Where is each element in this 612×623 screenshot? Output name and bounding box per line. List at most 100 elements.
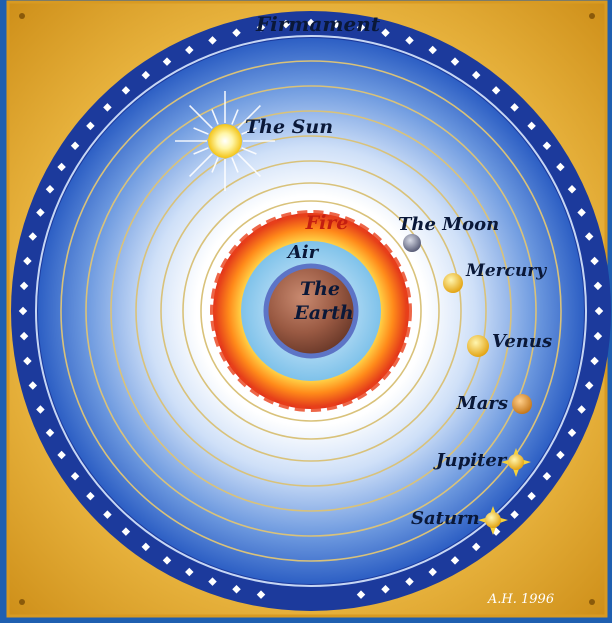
firmament-star (510, 510, 519, 519)
earth-sphere (263, 263, 359, 359)
firmament-star (36, 405, 45, 414)
firmament-star (306, 18, 316, 28)
jupiter-icon (501, 448, 531, 477)
firmament-star (208, 36, 217, 45)
orbit-mars (110, 110, 512, 512)
mars-label: Mars (456, 393, 508, 414)
firmament-star (405, 36, 414, 45)
firmament-star (70, 471, 80, 481)
mercury-label: Mercury (465, 261, 547, 281)
firmament-star (28, 381, 38, 390)
sun-ray (241, 147, 257, 155)
firmament-star (45, 185, 55, 194)
firmament-star (19, 331, 29, 341)
firmament-star (162, 57, 172, 66)
sun-ray (231, 109, 239, 125)
firmament-star (103, 103, 112, 112)
firmament-star (18, 306, 28, 316)
sun-ray (193, 127, 209, 135)
firmament-star (510, 103, 519, 112)
firmament-star (356, 23, 366, 32)
sun-ray (237, 153, 261, 177)
orbit-rings (60, 60, 562, 562)
venus-label: Venus (492, 331, 552, 352)
sun-ray (237, 105, 261, 129)
orbit-venus (160, 160, 462, 462)
firmament-star (471, 70, 481, 80)
firmament-star (584, 381, 594, 390)
firmament-star (594, 306, 604, 316)
firmament-star (567, 428, 577, 437)
sun-ray (189, 105, 213, 129)
corner-rivet (19, 13, 25, 19)
firmament-star (381, 584, 390, 594)
firmament-star (593, 281, 603, 291)
mars-icon (512, 394, 532, 414)
firmament-star (590, 356, 599, 366)
firmament-star (381, 28, 390, 38)
saturn-icon (478, 506, 508, 535)
air-label: Air (286, 242, 320, 263)
firmament-star (23, 356, 32, 366)
moon-label: The Moon (398, 214, 499, 235)
orbit-sun (135, 135, 487, 487)
firmament-star (70, 141, 80, 151)
corner-rivet (589, 599, 595, 605)
firmament-star (356, 590, 366, 599)
firmament-star (450, 57, 460, 66)
firmament-star (86, 491, 95, 501)
firmament-star (36, 208, 45, 217)
venus-icon (467, 335, 489, 357)
firmament-star (405, 577, 414, 586)
firmament-star (103, 510, 112, 519)
firmament-star (57, 162, 66, 172)
firmament-star (593, 331, 603, 341)
fire-label: Fire (305, 212, 349, 234)
sun-ray (189, 153, 213, 177)
firmament-star (471, 542, 481, 552)
sun-icon (175, 91, 275, 191)
firmament-star (428, 567, 437, 577)
corner-rivet (589, 13, 595, 19)
firmament-star (86, 121, 95, 131)
firmament-star (542, 471, 552, 481)
firmament-star (19, 281, 29, 291)
sun-label: The Sun (245, 116, 333, 138)
orbit-jupiter (85, 85, 537, 537)
firmament-star (23, 256, 32, 266)
firmament-star (256, 590, 266, 599)
firmament-star (491, 86, 501, 95)
firmament-star (450, 556, 460, 565)
jupiter-label: Jupiter (433, 450, 508, 471)
firmament-star (590, 256, 599, 266)
firmament-label: Firmament (255, 12, 381, 36)
firmament-star (428, 45, 437, 55)
sun-ray (241, 127, 257, 135)
sun-ray (193, 147, 209, 155)
firmament-star (57, 450, 66, 460)
orbit-moon (200, 200, 422, 422)
orbit-mercury (182, 182, 440, 440)
firmament-star (331, 19, 341, 29)
firmament-inner-edge (35, 35, 587, 587)
sun-ray (211, 157, 219, 173)
fire-sphere-rim (210, 210, 412, 412)
firmament-star (141, 70, 151, 80)
sun-ray (211, 109, 219, 125)
moon-icon (403, 234, 421, 252)
firmament-star (256, 23, 266, 32)
earth-label-line2: Earth (293, 302, 353, 324)
firmament-star (556, 450, 565, 460)
saturn-label: Saturn (411, 508, 480, 529)
mercury-icon (443, 273, 463, 293)
sun-ray (231, 157, 239, 173)
earth-label-line1: The (300, 278, 340, 300)
orbit-saturn (60, 60, 562, 562)
firmament-star (121, 86, 131, 95)
firmament-star (527, 491, 536, 501)
corner-rivet (19, 599, 25, 605)
firmament-star (45, 428, 55, 437)
firmament-star (185, 45, 194, 55)
firmament-star (577, 405, 586, 414)
